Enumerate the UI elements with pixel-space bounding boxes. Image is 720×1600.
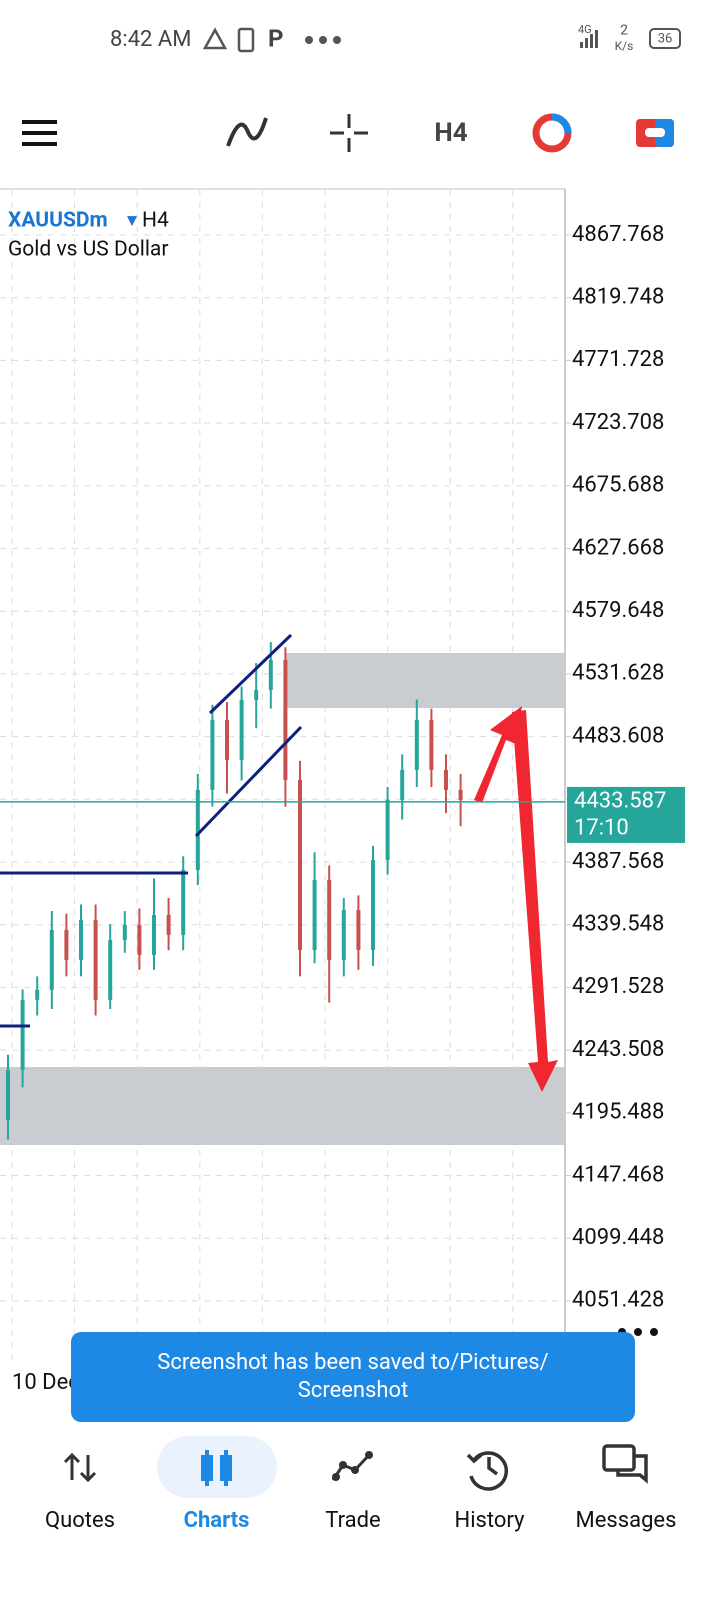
nav-label[interactable]: Trade <box>325 1508 380 1533</box>
price-label: 4675.688 <box>572 473 664 498</box>
candle-body <box>152 914 156 955</box>
status-network: 4G <box>578 23 592 36</box>
symbol-dropdown[interactable]: ▼ <box>127 213 137 228</box>
price-label: 4819.748 <box>572 285 664 310</box>
candle-body <box>327 879 332 960</box>
price-label: 4723.708 <box>572 410 664 435</box>
candle-body <box>458 789 463 800</box>
price-label: 4099.448 <box>572 1225 664 1250</box>
price-label: 4579.648 <box>572 598 664 623</box>
candle-body <box>414 719 419 770</box>
menu-button[interactable] <box>22 120 57 146</box>
timeframe-button[interactable]: H4 <box>434 118 467 148</box>
candle-body <box>122 924 127 940</box>
candle-body <box>298 779 302 950</box>
candle-body <box>64 929 69 960</box>
crosshair-button[interactable] <box>330 114 368 152</box>
status-speed-unit: K/s <box>615 39 634 53</box>
candle-body <box>79 919 83 960</box>
toast: Screenshot has been saved to/Pictures/ S… <box>71 1332 635 1422</box>
signal <box>580 30 598 48</box>
nav-label[interactable]: Messages <box>576 1508 677 1533</box>
price-label: 4627.668 <box>572 535 664 560</box>
current-price-label: 4433.587 <box>574 789 666 814</box>
status-icon <box>237 27 255 53</box>
candle-body <box>6 1069 10 1120</box>
nav-icon <box>331 1451 373 1481</box>
status-dots <box>305 36 341 44</box>
battery-level: 36 <box>658 31 673 46</box>
nav-icon <box>63 1452 97 1483</box>
price-label: 4387.568 <box>572 849 664 874</box>
candle-body <box>254 689 259 700</box>
chart-timeframe: H4 <box>142 209 169 233</box>
price-label: 4147.468 <box>572 1162 664 1187</box>
symbol-description: Gold vs US Dollar <box>8 238 168 262</box>
status-icon <box>202 27 228 50</box>
candle-body <box>20 999 25 1070</box>
candle-body <box>137 924 142 955</box>
nav-label[interactable]: Quotes <box>45 1508 115 1533</box>
nav-icon <box>466 1451 509 1491</box>
candle-body <box>371 859 375 950</box>
nav-label[interactable]: Charts <box>184 1508 250 1533</box>
price-label: 4531.628 <box>572 661 664 686</box>
price-label: 4483.608 <box>572 723 664 748</box>
current-price-box <box>567 786 685 843</box>
candle-body <box>225 719 229 760</box>
candle-body <box>356 910 361 950</box>
trade-button-mark <box>645 128 665 137</box>
battery <box>649 28 681 49</box>
status-speed: 2 <box>620 23 628 39</box>
countdown-label: 17:10 <box>574 816 629 841</box>
candle-body <box>312 879 317 950</box>
candle-body <box>210 719 215 790</box>
price-label: 4051.428 <box>572 1288 664 1313</box>
price-label: 4291.528 <box>572 974 664 999</box>
nav-icon <box>201 1450 232 1486</box>
objects-button-accent <box>551 113 572 134</box>
candle-body <box>400 769 405 800</box>
candle-body <box>283 659 288 780</box>
candle-body <box>108 939 113 1000</box>
candle-body <box>385 799 390 860</box>
candle-body <box>268 659 273 690</box>
red-arrows <box>474 706 558 1092</box>
price-label: 4339.548 <box>572 912 664 937</box>
candle-body <box>429 719 434 770</box>
candle-body <box>444 769 448 790</box>
candle-body <box>195 789 200 870</box>
nav-label[interactable]: History <box>455 1508 526 1533</box>
drawn-lines <box>0 633 303 1028</box>
candle-body <box>181 869 186 935</box>
price-label: 4867.768 <box>572 222 664 247</box>
indicators-button[interactable] <box>226 117 268 147</box>
status-icon: P <box>268 24 283 52</box>
demand-zone <box>0 1067 564 1145</box>
candle-body <box>239 699 244 760</box>
nav-icon <box>602 1444 648 1484</box>
price-label: 4243.508 <box>572 1037 664 1062</box>
nav-active-bg <box>157 1436 277 1498</box>
candle-body <box>341 910 346 960</box>
status-time: 8:42 AM <box>110 27 191 52</box>
supply-zone <box>285 653 564 708</box>
candle-body <box>35 989 40 1000</box>
price-label: 4771.728 <box>572 347 664 372</box>
symbol[interactable]: XAUUSDm <box>8 209 108 233</box>
price-label: 4195.488 <box>572 1100 664 1125</box>
candle-body <box>93 919 98 1000</box>
candle-body <box>166 914 171 935</box>
vertical-grid <box>11 190 514 1360</box>
candle-body <box>49 929 54 990</box>
